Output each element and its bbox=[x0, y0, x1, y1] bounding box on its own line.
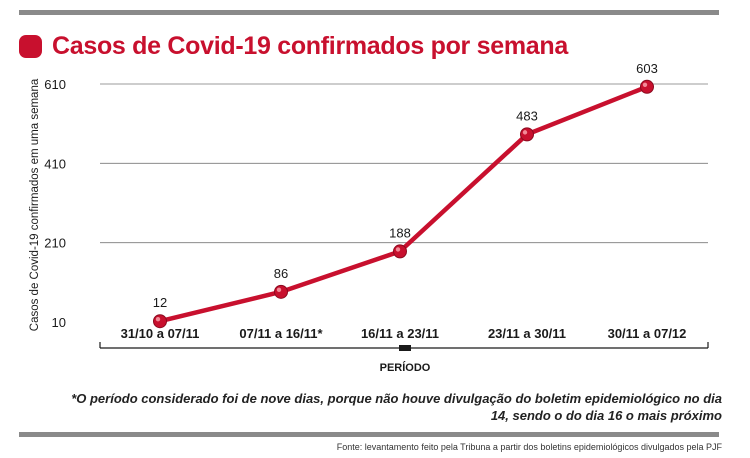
data-point bbox=[153, 314, 167, 329]
chart-title: Casos de Covid-19 confirmados por semana bbox=[52, 31, 568, 60]
data-label: 483 bbox=[516, 108, 538, 123]
data-point bbox=[640, 79, 654, 94]
source-credit: Fonte: levantamento feito pela Tribuna a… bbox=[336, 442, 722, 452]
bottom-divider bbox=[19, 432, 719, 437]
x-axis-center-mark bbox=[399, 345, 411, 351]
x-tick-label: 30/11 a 07/12 bbox=[608, 326, 687, 341]
data-point-highlight bbox=[276, 287, 282, 293]
y-axis-ticks: 10 210 410 610 bbox=[44, 77, 66, 330]
data-labels: 12 86 188 483 603 bbox=[153, 61, 658, 310]
data-point-highlight bbox=[642, 82, 648, 87]
data-label: 86 bbox=[274, 266, 288, 281]
x-tick-label: 23/11 a 30/11 bbox=[488, 326, 566, 341]
footnote: *O período considerado foi de nove dias,… bbox=[71, 391, 722, 423]
series-path bbox=[159, 84, 648, 324]
x-tick-label: 07/11 a 16/11* bbox=[239, 326, 323, 341]
data-point bbox=[274, 284, 288, 299]
data-point bbox=[520, 127, 534, 142]
x-tick-label: 16/11 a 23/11 bbox=[361, 326, 439, 341]
data-point bbox=[393, 244, 407, 259]
x-axis bbox=[99, 342, 709, 351]
title-bullet-icon bbox=[19, 34, 42, 58]
x-tick-label: 31/10 a 07/11 bbox=[121, 326, 200, 341]
data-label: 188 bbox=[389, 225, 411, 240]
y-tick-label: 610 bbox=[44, 77, 66, 92]
data-label: 603 bbox=[636, 61, 658, 76]
y-axis-label: Casos de Covid-19 confirmados em uma sem… bbox=[29, 78, 41, 331]
series-line bbox=[159, 84, 648, 324]
y-tick-label: 10 bbox=[52, 315, 66, 330]
data-point-highlight bbox=[395, 247, 401, 252]
x-axis-ticks: 31/10 a 07/11 07/11 a 16/11* 16/11 a 23/11… bbox=[121, 326, 687, 341]
data-points bbox=[153, 79, 654, 329]
title-row: Casos de Covid-19 confirmados por semana bbox=[19, 30, 568, 62]
y-tick-label: 210 bbox=[44, 236, 66, 251]
data-label: 12 bbox=[153, 295, 167, 310]
data-point-highlight bbox=[155, 317, 161, 322]
grid-lines bbox=[100, 83, 708, 244]
data-point-highlight bbox=[522, 130, 528, 135]
x-axis-label: PERÍODO bbox=[380, 361, 431, 374]
y-tick-label: 410 bbox=[44, 156, 66, 171]
top-divider bbox=[19, 10, 719, 15]
